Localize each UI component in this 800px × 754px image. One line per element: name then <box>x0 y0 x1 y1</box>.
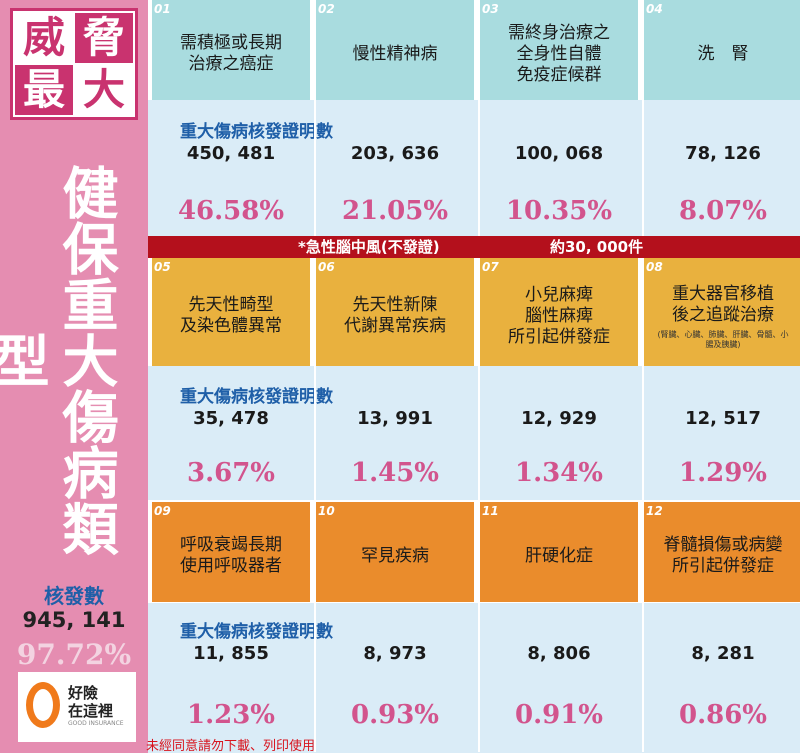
certificate-percent: 46.58% <box>177 196 285 226</box>
disease-name: 洗 腎 <box>697 43 749 64</box>
certificate-count: 78, 126 <box>685 143 761 164</box>
certificate-percent: 1.29% <box>678 458 768 488</box>
certificate-percent: 1.23% <box>186 700 276 730</box>
certificate-percent: 3.67% <box>186 458 276 488</box>
disease-name: 罕見疾病 <box>361 545 429 566</box>
certificate-percent: 1.34% <box>514 458 604 488</box>
card-number: 07 <box>482 260 499 274</box>
logo-text: 好險 <box>68 684 99 702</box>
certificate-count: 12, 517 <box>685 408 761 429</box>
stroke-banner-value: 約30, 000件 <box>550 238 644 256</box>
disease-card: 02 慢性精神病 <box>316 0 474 100</box>
column-divider <box>478 366 480 500</box>
column-divider <box>642 100 644 236</box>
certificate-count: 12, 929 <box>521 408 597 429</box>
card-number: 11 <box>482 504 499 518</box>
certificate-count: 450, 481 <box>186 143 276 164</box>
disease-card: 06 先天性新陳 代謝異常疾病 <box>316 258 474 366</box>
disease-note: (腎臟、心臟、肺臟、肝臟、骨髓、小腸及胰臟) <box>657 330 789 349</box>
disease-name: 重大器官移植 後之追蹤治療 (腎臟、心臟、肺臟、肝臟、骨髓、小腸及胰臟) <box>644 284 800 350</box>
disease-card: 04 洗 腎 <box>644 0 800 100</box>
card-number: 10 <box>318 504 335 518</box>
column-divider <box>314 602 316 752</box>
count-label: 重大傷病核發證明數 <box>180 122 333 142</box>
certificate-percent: 10.35% <box>505 196 613 226</box>
logo-g-icon <box>26 682 60 728</box>
certificate-percent: 21.05% <box>341 196 449 226</box>
certificate-count: 8, 973 <box>363 643 427 664</box>
certificate-count: 203, 636 <box>350 143 440 164</box>
card-number: 05 <box>154 260 171 274</box>
card-number: 01 <box>154 2 171 16</box>
total-count: 945, 141 <box>22 608 126 632</box>
threat-char: 脅 <box>75 13 133 63</box>
disease-card: 08 重大器官移植 後之追蹤治療 (腎臟、心臟、肺臟、肝臟、骨髓、小腸及胰臟) <box>644 258 800 366</box>
disease-card: 05 先天性畸型 及染色體異常 <box>152 258 310 366</box>
column-divider <box>314 366 316 500</box>
count-band <box>148 366 800 500</box>
card-number: 06 <box>318 260 335 274</box>
logo-text: 在這裡 <box>68 702 114 720</box>
disease-card: 11 肝硬化症 <box>480 502 638 602</box>
disease-card: 12 脊髓損傷或病變 所引起併發症 <box>644 502 800 602</box>
certificate-count: 11, 855 <box>193 643 269 664</box>
certificate-percent: 0.93% <box>350 700 440 730</box>
threat-char: 最 <box>15 65 73 115</box>
disease-card: 07 小兒麻痺 腦性麻痺 所引起併發症 <box>480 258 638 366</box>
sidebar-title: 健保重大傷病類型 <box>0 164 118 556</box>
disease-card: 03 需終身治療之 全身性自體 免疫症候群 <box>480 0 638 100</box>
sidebar <box>0 0 148 753</box>
card-number: 03 <box>482 2 499 16</box>
count-band <box>148 603 800 753</box>
certificate-count: 100, 068 <box>514 143 604 164</box>
count-band <box>148 100 800 236</box>
card-number: 12 <box>646 504 663 518</box>
stroke-banner-label: *急性腦中風(不發證) <box>298 238 440 256</box>
card-number: 04 <box>646 2 663 16</box>
column-divider <box>478 602 480 752</box>
disease-card: 09 呼吸衰竭長期 使用呼吸器者 <box>152 502 310 602</box>
certificate-count: 8, 806 <box>527 643 591 664</box>
card-number: 02 <box>318 2 335 16</box>
disease-card: 01 需積極或長期 治療之癌症 <box>152 0 310 100</box>
column-divider <box>478 100 480 236</box>
disease-card: 10 罕見疾病 <box>316 502 474 602</box>
column-divider <box>642 602 644 752</box>
total-percent: 97.72% <box>16 638 132 671</box>
count-label: 重大傷病核發證明數 <box>180 387 333 407</box>
threat-char: 大 <box>75 65 133 115</box>
disease-name: 慢性精神病 <box>352 43 438 64</box>
column-divider <box>642 366 644 500</box>
certificate-count: 13, 991 <box>357 408 433 429</box>
card-number: 09 <box>154 504 171 518</box>
logo: 好險 在這裡 GOOD INSURANCE <box>18 672 136 742</box>
threat-badge: 威 脅 最 大 <box>10 8 138 120</box>
stroke-banner: *急性腦中風(不發證) 約30, 000件 <box>148 236 800 258</box>
certificate-percent: 0.86% <box>678 700 768 730</box>
certificate-percent: 8.07% <box>678 196 768 226</box>
certificate-count: 8, 281 <box>691 643 755 664</box>
disease-name: 需積極或長期 治療之癌症 <box>180 33 282 74</box>
threat-char: 威 <box>15 13 73 63</box>
count-label: 重大傷病核發證明數 <box>180 622 333 642</box>
total-count-label: 核發數 <box>44 584 104 608</box>
disease-name: 先天性畸型 及染色體異常 <box>180 295 282 336</box>
logo-text: GOOD INSURANCE <box>68 720 124 727</box>
disease-name: 需終身治療之 全身性自體 免疫症候群 <box>508 22 610 85</box>
copyright-note: 未經同意請勿下載、列印使用 <box>146 739 316 754</box>
column-divider <box>314 100 316 236</box>
card-number: 08 <box>646 260 663 274</box>
certificate-count: 35, 478 <box>193 408 269 429</box>
disease-name: 呼吸衰竭長期 使用呼吸器者 <box>180 535 282 576</box>
disease-name: 脊髓損傷或病變 所引起併發症 <box>663 535 783 576</box>
disease-name: 先天性新陳 代謝異常疾病 <box>344 295 446 336</box>
certificate-percent: 0.91% <box>514 700 604 730</box>
certificate-percent: 1.45% <box>350 458 440 488</box>
disease-name: 肝硬化症 <box>525 545 593 566</box>
disease-name: 小兒麻痺 腦性麻痺 所引起併發症 <box>508 284 610 347</box>
